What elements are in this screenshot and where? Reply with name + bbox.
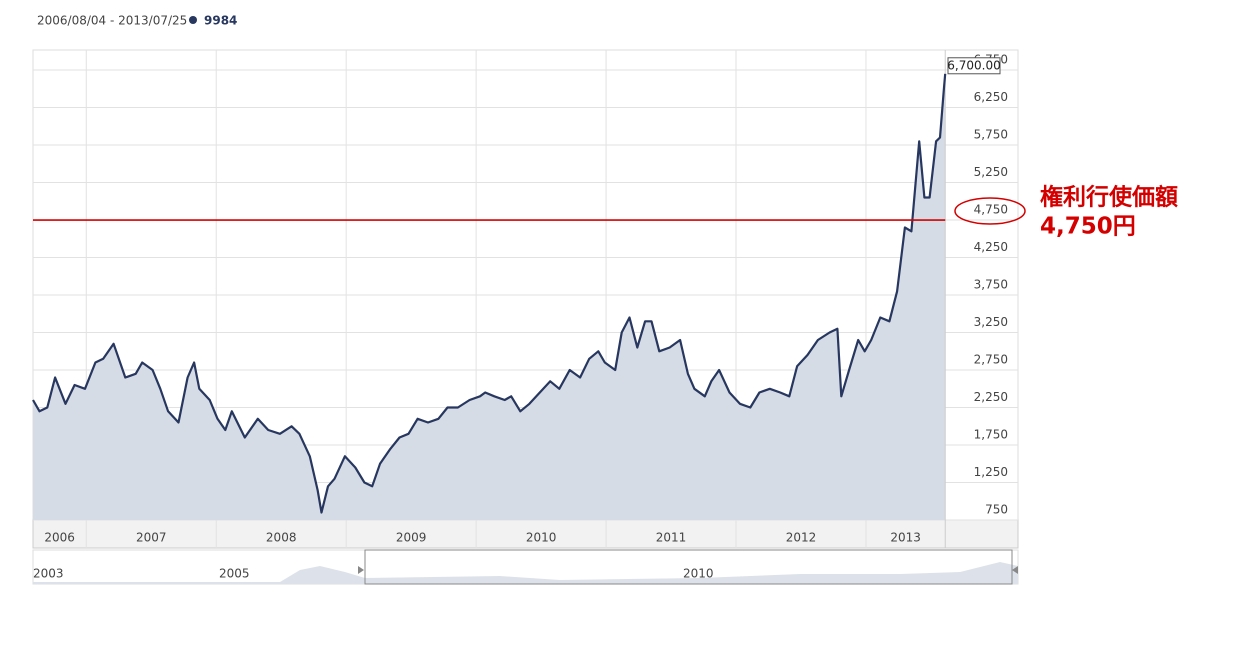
x-tick-label: 2013 [890,531,921,545]
navigator: 2003 2005 2010 [32,549,1019,585]
navigator-area [33,562,1018,584]
x-tick-label: 2012 [786,531,817,545]
y-tick-label: 6,250 [974,90,1008,104]
y-tick-label: 1,750 [974,428,1008,442]
y-tick-label: 1,250 [974,465,1008,479]
reference-circle [954,197,1026,225]
y-tick-label: 4,750 [974,203,1008,217]
area [33,73,946,521]
y-tick-label: 5,750 [974,128,1008,142]
legend-marker [189,16,197,24]
x-tick-label: 2007 [136,531,167,545]
y-tick-label: 750 [985,503,1008,517]
y-tick-label: 5,250 [974,165,1008,179]
y-tick-label: 2,750 [974,353,1008,367]
reference-sublabel: 4,750円 [1040,214,1136,240]
last-price-label: 6,700.00 [947,58,1000,72]
last-price-box [947,57,1001,75]
x-tick-label: 2006 [44,531,75,545]
x-tick-label: 2008 [266,531,297,545]
x-tick-label: 2011 [656,531,687,545]
y-tick-label: 4,250 [974,240,1008,254]
y-tick-label: 3,750 [974,278,1008,292]
y-tick-label: 3,250 [974,315,1008,329]
navigator-label: 2010 [683,567,714,581]
navigator-label: 2005 [219,567,250,581]
navigator-window [364,549,1013,585]
navigator-label: 2003 [33,567,64,581]
y-tick-label: 2,250 [974,390,1008,404]
reference-label: 権利行使価額 [1040,184,1178,211]
subtitle: 2006/08/04 - 2013/07/25 [37,14,187,28]
x-tick-label: 2009 [396,531,427,545]
x-tick-label: 2010 [526,531,557,545]
legend-label: 9984 [204,14,237,28]
price-line [32,73,947,514]
